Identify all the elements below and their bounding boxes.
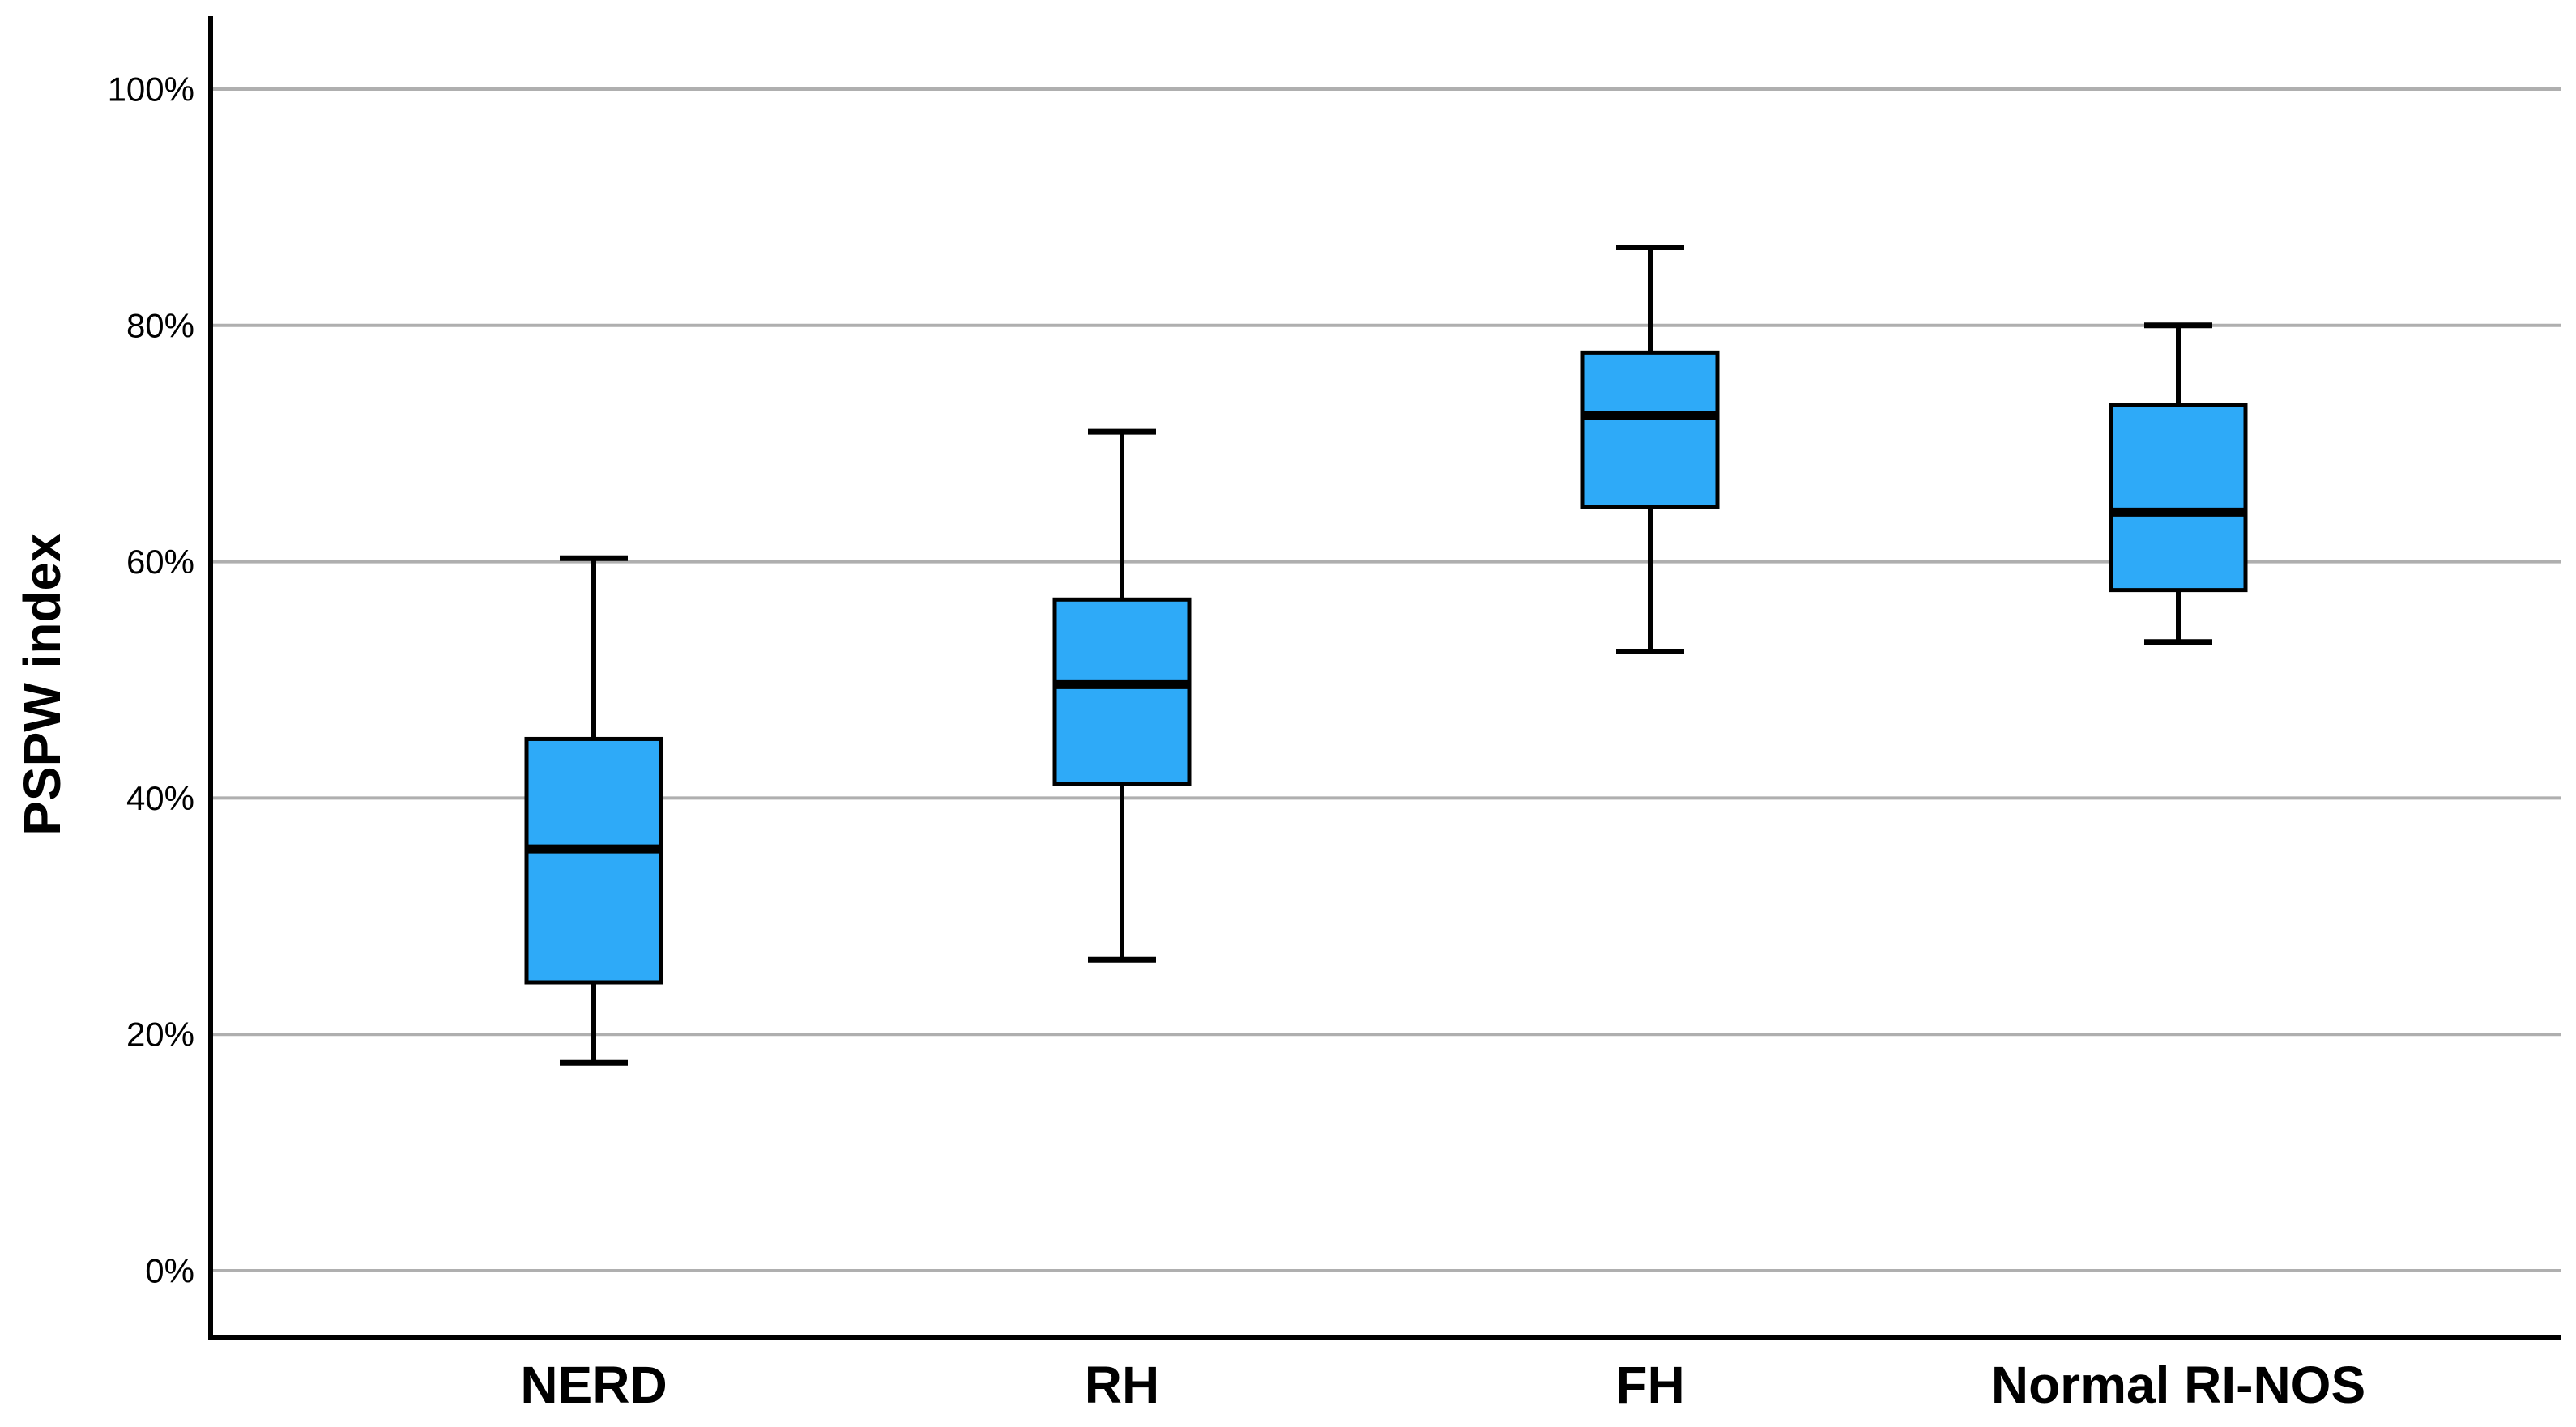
iqr-box-Normal-RI-NOS [2109, 403, 2248, 593]
iqr-box-NERD [524, 736, 663, 985]
y-tick-label-40%: 40% [126, 779, 194, 817]
iqr-box-FH [1580, 350, 1720, 509]
x-category-label-RH: RH [1085, 1356, 1159, 1414]
x-category-label-FH: FH [1615, 1356, 1684, 1414]
y-tick-label-20%: 20% [126, 1016, 194, 1054]
y-tick-label-100%: 100% [108, 70, 194, 109]
y-tick-label-60%: 60% [126, 543, 194, 581]
y-axis-title: PSPW index [13, 533, 71, 836]
x-category-label-NERD: NERD [520, 1356, 667, 1414]
y-tick-label-0%: 0% [145, 1252, 194, 1290]
iqr-box-RH [1052, 597, 1192, 786]
x-category-label-Normal-RI-NOS: Normal RI-NOS [1991, 1356, 2365, 1414]
y-tick-label-80%: 80% [126, 306, 194, 344]
